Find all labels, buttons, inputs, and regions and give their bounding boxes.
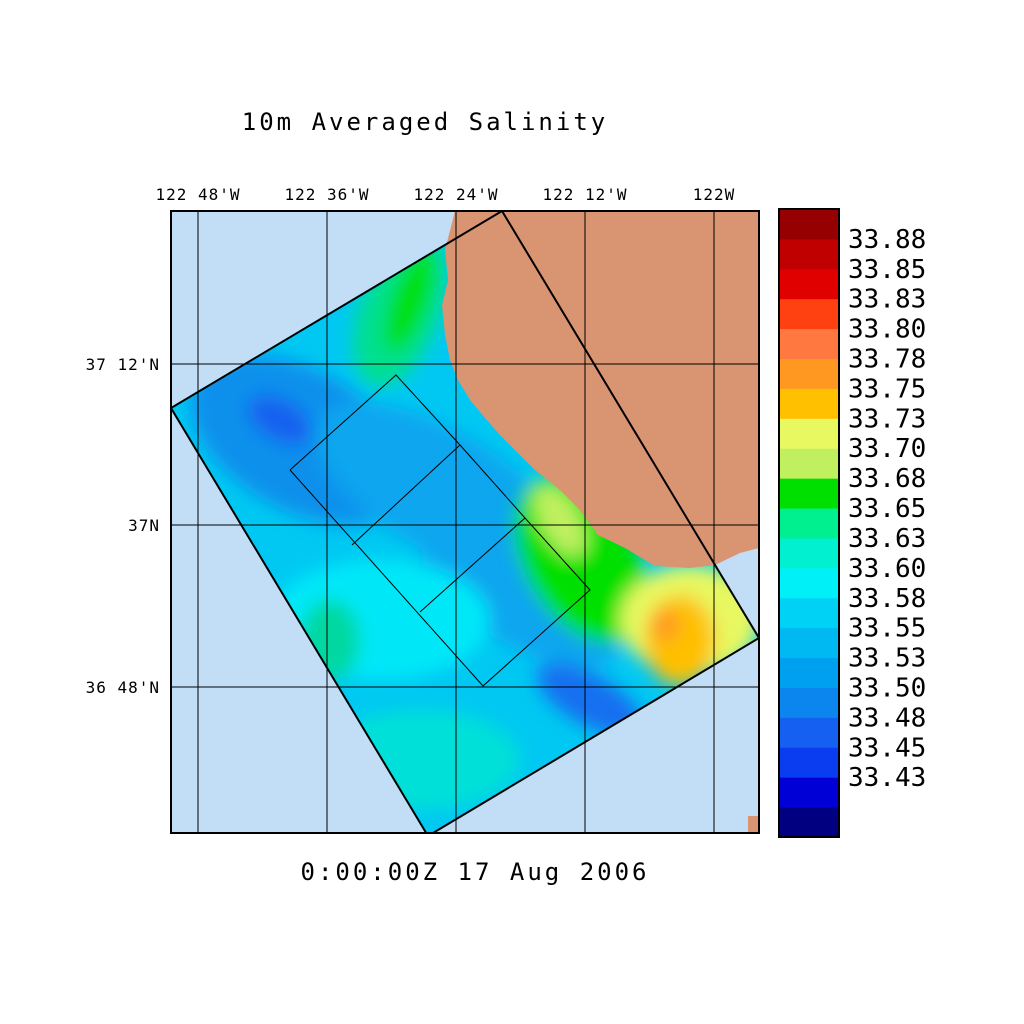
colorbar-swatch — [779, 418, 839, 449]
colorbar-swatch — [779, 328, 839, 360]
colorbar-label: 33.68 — [848, 464, 926, 494]
colorbar-label: 33.65 — [848, 494, 926, 524]
lat-tick-label: 36 48'N — [86, 678, 160, 697]
colorbar-label: 33.63 — [848, 524, 926, 554]
colorbar-label: 33.83 — [848, 285, 926, 315]
colorbar-swatch — [779, 209, 839, 240]
lon-tick-label: 122 24'W — [413, 185, 498, 204]
colorbar-swatch — [779, 358, 839, 389]
colorbar-swatch — [779, 268, 839, 300]
lon-tick-label: 122W — [693, 185, 736, 204]
colorbar-label: 33.53 — [848, 644, 926, 674]
colorbar-label: 33.73 — [848, 404, 926, 434]
colorbar-label: 33.75 — [848, 374, 926, 404]
colorbar-swatch — [779, 747, 839, 778]
colorbar-swatch — [779, 567, 839, 599]
colorbar: 33.8833.8533.8333.8033.7833.7533.7333.70… — [778, 208, 926, 838]
colorbar-swatch — [779, 298, 839, 330]
colorbar-label: 33.48 — [848, 703, 926, 733]
map-title: 10m Averaged Salinity — [241, 108, 609, 136]
colorbar-label: 33.58 — [848, 584, 926, 614]
colorbar-swatch — [779, 777, 839, 808]
lat-tick-label: 37 12'N — [86, 355, 160, 374]
colorbar-swatch — [779, 627, 839, 659]
colorbar-swatch — [779, 478, 839, 509]
colorbar-frame — [778, 208, 840, 838]
colorbar-label: 33.88 — [848, 225, 926, 255]
colorbar-label: 33.60 — [848, 554, 926, 584]
colorbar-label: 33.70 — [848, 434, 926, 464]
colorbar-swatch — [779, 388, 839, 419]
colorbar-swatch — [779, 687, 839, 718]
colorbar-swatch — [779, 657, 839, 688]
colorbar-label: 33.43 — [848, 763, 926, 793]
colorbar-label: 33.85 — [848, 255, 926, 285]
colorbar-swatch — [779, 717, 839, 748]
colorbar-label: 33.80 — [848, 315, 926, 345]
colorbar-label: 33.78 — [848, 345, 926, 375]
domain-outline — [171, 211, 759, 833]
colorbar-swatch — [779, 807, 839, 838]
lon-tick-label: 122 48'W — [155, 185, 240, 204]
land-mass — [442, 211, 759, 568]
sub-domain-boxes — [289, 374, 591, 687]
lon-tick-label: 122 36'W — [284, 185, 369, 204]
colorbar-label: 33.45 — [848, 733, 926, 763]
time-stamp: 0:00:00Z 17 Aug 2006 — [300, 858, 650, 886]
land-fragment — [748, 816, 759, 833]
colorbar-label: 33.50 — [848, 673, 926, 703]
colorbar-label: 33.55 — [848, 614, 926, 644]
colorbar-swatch — [779, 448, 839, 479]
lat-tick-label: 37N — [128, 516, 160, 535]
colorbar-swatch — [779, 238, 839, 270]
colorbar-swatch — [779, 597, 839, 629]
map-frame — [170, 210, 760, 834]
colorbar-swatch — [779, 508, 839, 539]
colorbar-swatch — [779, 537, 839, 569]
lon-tick-label: 122 12'W — [542, 185, 627, 204]
